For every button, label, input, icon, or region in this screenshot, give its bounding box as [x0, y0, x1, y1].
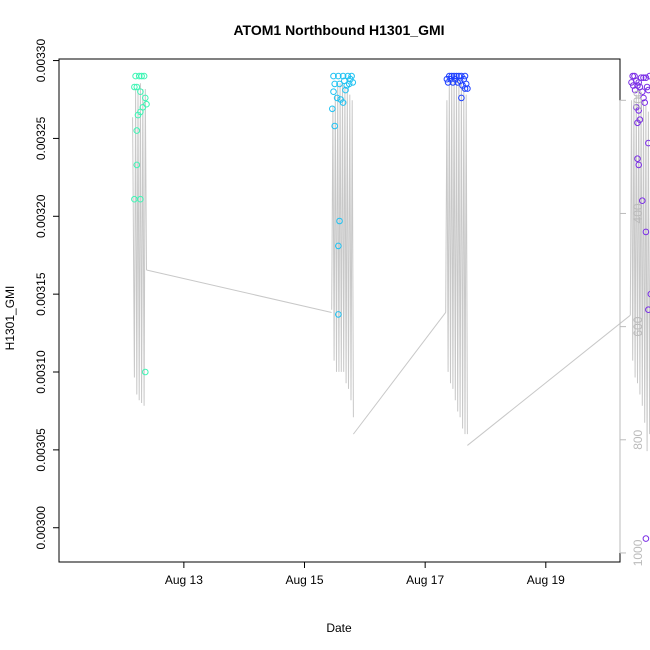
y2-tick-label: 400 — [631, 203, 645, 223]
data-point — [642, 74, 650, 81]
data-point — [641, 99, 649, 106]
data-point — [331, 80, 339, 88]
data-point — [329, 105, 336, 113]
data-point — [639, 88, 646, 95]
altitude-profile-4 — [629, 88, 650, 452]
x-axis-label: Date — [326, 621, 352, 635]
data-point — [137, 88, 144, 95]
y-axis-label: H1301_GMI — [3, 286, 17, 351]
data-point — [331, 122, 339, 130]
data-point — [131, 83, 138, 91]
y-tick-label: 0.00300 — [34, 506, 48, 550]
y2-tick-label: 600 — [631, 316, 645, 336]
data-point — [138, 72, 145, 80]
x-axis: Aug 13 Aug 15 Aug 17 Aug 19 — [165, 561, 565, 587]
data-point — [142, 94, 149, 102]
data-point — [640, 94, 647, 102]
data-point — [143, 100, 150, 108]
data-point — [330, 88, 337, 95]
data-point — [347, 75, 354, 83]
data-point — [142, 368, 149, 376]
x-tick-label: Aug 15 — [285, 573, 323, 587]
altitude-lines — [132, 77, 650, 452]
data-point — [637, 74, 645, 81]
altitude-profile-1 — [132, 83, 147, 406]
data-point — [645, 306, 650, 313]
data-point — [639, 197, 646, 204]
data-point — [335, 311, 342, 318]
data-point — [140, 72, 148, 80]
data-point — [446, 72, 453, 80]
data-point — [634, 119, 641, 127]
altitude-transit-line-2 — [352, 312, 447, 435]
data-point — [461, 85, 469, 92]
y2-tick-label: 800 — [631, 429, 645, 449]
data-point — [342, 86, 349, 94]
data-point — [642, 535, 650, 542]
data-point — [135, 72, 143, 80]
data-point — [336, 80, 343, 88]
data-point — [461, 72, 469, 80]
x-tick-label: Aug 17 — [406, 573, 444, 587]
data-point — [348, 72, 355, 80]
data-point — [631, 86, 639, 94]
data-point — [336, 217, 343, 225]
x-tick-label: Aug 13 — [165, 573, 203, 587]
y-tick-label: 0.00320 — [34, 194, 48, 238]
data-point — [335, 242, 342, 250]
y-axis: 0.00300 0.00305 0.00310 0.00315 0.00320 0.003… — [34, 39, 60, 550]
data-point — [458, 94, 465, 102]
y2-axis: 200 400 600 800 1000 — [619, 90, 645, 566]
data-point — [335, 72, 342, 80]
data-point — [339, 99, 347, 106]
chart-title: ATOM1 Northbound H1301_GMI — [233, 22, 444, 38]
data-point — [634, 155, 641, 162]
data-point — [133, 127, 141, 134]
data-point — [635, 107, 643, 114]
data-point — [464, 85, 471, 92]
data-point — [133, 83, 141, 91]
data-point — [133, 161, 141, 169]
y-tick-label: 0.00315 — [34, 272, 48, 316]
data-point — [343, 82, 351, 89]
y-tick-label: 0.00325 — [34, 116, 48, 160]
data-point — [330, 72, 337, 80]
data-points — [131, 72, 650, 542]
x-tick-label: Aug 19 — [527, 573, 565, 587]
data-point — [635, 161, 643, 169]
data-point — [645, 86, 650, 94]
data-point — [460, 75, 468, 83]
data-point — [134, 111, 142, 119]
altitude-transit-line-3 — [467, 314, 631, 446]
y-tick-label: 0.00310 — [34, 350, 48, 394]
data-point — [453, 72, 460, 80]
y-tick-label: 0.00330 — [34, 39, 48, 83]
data-point — [640, 74, 647, 81]
data-point — [642, 228, 650, 236]
altitude-profile-2 — [331, 83, 354, 418]
data-point — [629, 72, 637, 80]
data-point — [333, 94, 341, 102]
altitude-transit-line-1 — [146, 269, 332, 313]
data-point — [647, 290, 650, 298]
y2-tick-label: 200 — [631, 90, 645, 110]
y-tick-label: 0.00305 — [34, 428, 48, 472]
data-point — [645, 139, 650, 147]
altitude-profile-3 — [445, 77, 468, 435]
data-point — [339, 72, 347, 80]
y2-tick-label: 1000 — [631, 539, 645, 566]
data-point — [137, 195, 144, 203]
